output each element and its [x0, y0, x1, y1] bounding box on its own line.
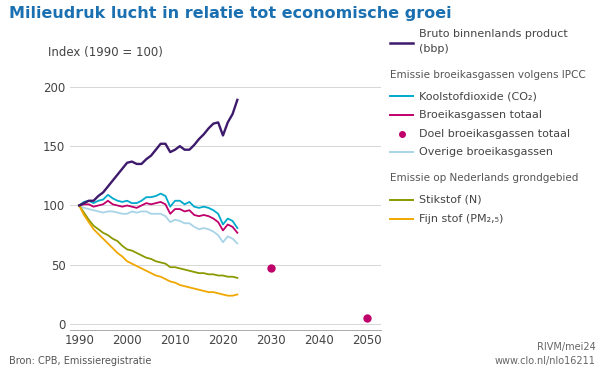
Text: Koolstofdioxide (CO₂): Koolstofdioxide (CO₂): [419, 91, 537, 101]
Text: Bruto binnenlands product: Bruto binnenlands product: [419, 29, 568, 38]
Text: Broeikasgassen totaal: Broeikasgassen totaal: [419, 110, 542, 120]
Text: Fijn stof (PM₂,₅): Fijn stof (PM₂,₅): [419, 214, 503, 223]
Text: Index (1990 = 100): Index (1990 = 100): [48, 46, 163, 59]
Text: Bron: CPB, Emissieregistratie: Bron: CPB, Emissieregistratie: [9, 356, 151, 366]
Text: www.clo.nl/nlo16211: www.clo.nl/nlo16211: [495, 356, 596, 366]
Text: (bbp): (bbp): [419, 44, 449, 54]
Text: Emissie op Nederlands grondgebied: Emissie op Nederlands grondgebied: [390, 173, 578, 183]
Text: Emissie broeikasgassen volgens IPCC: Emissie broeikasgassen volgens IPCC: [390, 70, 586, 79]
Text: Doel broeikasgassen totaal: Doel broeikasgassen totaal: [419, 129, 571, 138]
Text: Stikstof (N): Stikstof (N): [419, 195, 482, 205]
Text: Milieudruk lucht in relatie tot economische groei: Milieudruk lucht in relatie tot economis…: [9, 6, 452, 21]
Text: RIVM/mei24: RIVM/mei24: [537, 342, 596, 352]
Text: Overige broeikasgassen: Overige broeikasgassen: [419, 147, 553, 157]
